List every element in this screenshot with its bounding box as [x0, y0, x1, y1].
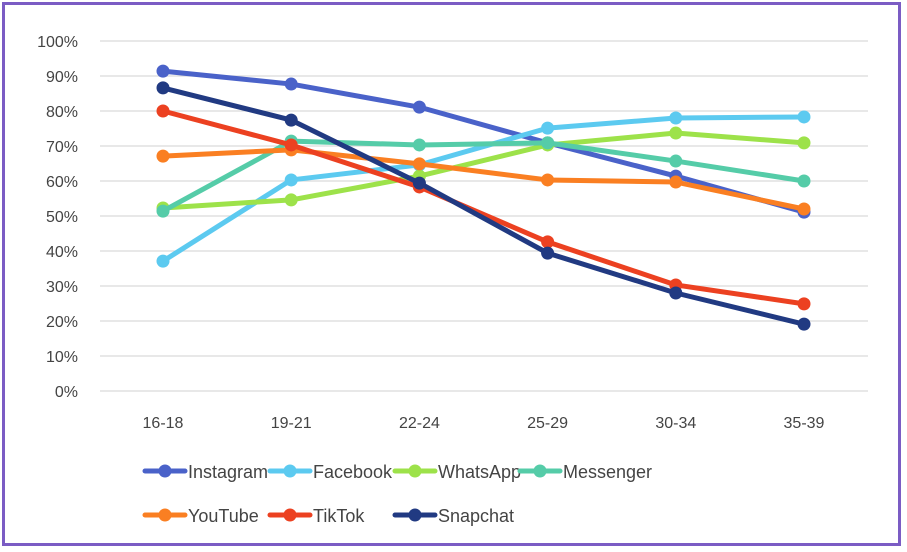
legend-label: TikTok	[313, 506, 365, 526]
y-tick-label: 80%	[46, 104, 78, 121]
series-line	[162, 108, 805, 307]
data-point	[669, 111, 683, 125]
data-point	[797, 174, 811, 188]
data-point	[541, 173, 555, 187]
y-tick-label: 30%	[46, 279, 78, 296]
legend-item-instagram: Instagram	[142, 462, 268, 482]
data-point	[156, 64, 170, 78]
data-point	[412, 138, 426, 152]
data-point	[669, 175, 683, 189]
legend-item-tiktok: TikTok	[267, 506, 365, 526]
y-tick-label: 10%	[46, 349, 78, 366]
data-point	[284, 193, 298, 207]
series-line	[162, 85, 805, 327]
data-point	[669, 126, 683, 140]
data-point	[284, 113, 298, 127]
legend-label: Instagram	[188, 462, 268, 482]
data-point	[412, 157, 426, 171]
x-tick-label: 16-18	[143, 415, 184, 432]
data-point	[797, 317, 811, 331]
data-point	[797, 110, 811, 124]
y-tick-label: 20%	[46, 314, 78, 331]
data-point	[156, 204, 170, 218]
y-tick-label: 50%	[46, 209, 78, 226]
legend-item-messenger: Messenger	[517, 462, 652, 482]
legend-item-snapchat: Snapchat	[392, 506, 514, 526]
series-line	[162, 147, 805, 212]
data-point	[797, 202, 811, 216]
legend-label: YouTube	[188, 506, 259, 526]
legend-label: Messenger	[563, 462, 652, 482]
series-line	[161, 114, 805, 264]
series-snapchat	[156, 81, 811, 331]
x-tick-label: 30-34	[655, 415, 696, 432]
y-tick-label: 70%	[46, 139, 78, 156]
legend-marker	[283, 508, 297, 522]
legend-item-whatsapp: WhatsApp	[392, 462, 521, 482]
data-point	[541, 136, 555, 150]
x-tick-label: 22-24	[399, 415, 440, 432]
data-point	[156, 254, 170, 268]
data-point	[412, 100, 426, 114]
legend-marker	[408, 508, 422, 522]
legend-label: Snapchat	[438, 506, 514, 526]
data-point	[284, 173, 298, 187]
legend-marker	[283, 464, 297, 478]
legend-label: WhatsApp	[438, 462, 521, 482]
data-point	[156, 149, 170, 163]
data-point	[797, 297, 811, 311]
y-tick-label: 100%	[37, 34, 78, 51]
x-tick-label: 25-29	[527, 415, 568, 432]
data-point	[156, 104, 170, 118]
legend-item-facebook: Facebook	[267, 462, 393, 482]
legend-label: Facebook	[313, 462, 393, 482]
data-point	[541, 235, 555, 249]
data-point	[541, 246, 555, 260]
legend-marker	[158, 508, 172, 522]
data-point	[669, 154, 683, 168]
series-line	[162, 130, 805, 211]
x-tick-label: 35-39	[784, 415, 825, 432]
y-tick-label: 60%	[46, 174, 78, 191]
data-point	[541, 121, 555, 135]
legend-marker	[158, 464, 172, 478]
data-point	[284, 77, 298, 91]
data-point	[412, 176, 426, 190]
data-point	[797, 136, 811, 150]
y-tick-label: 90%	[46, 69, 78, 86]
y-tick-label: 0%	[55, 384, 78, 401]
data-point	[156, 81, 170, 95]
chart-frame	[2, 2, 901, 546]
y-tick-label: 40%	[46, 244, 78, 261]
data-point	[284, 138, 298, 152]
legend-marker	[533, 464, 547, 478]
legend-marker	[408, 464, 422, 478]
legend-item-youtube: YouTube	[142, 506, 259, 526]
x-tick-label: 19-21	[271, 415, 312, 432]
series-line	[162, 68, 805, 215]
data-point	[669, 286, 683, 300]
